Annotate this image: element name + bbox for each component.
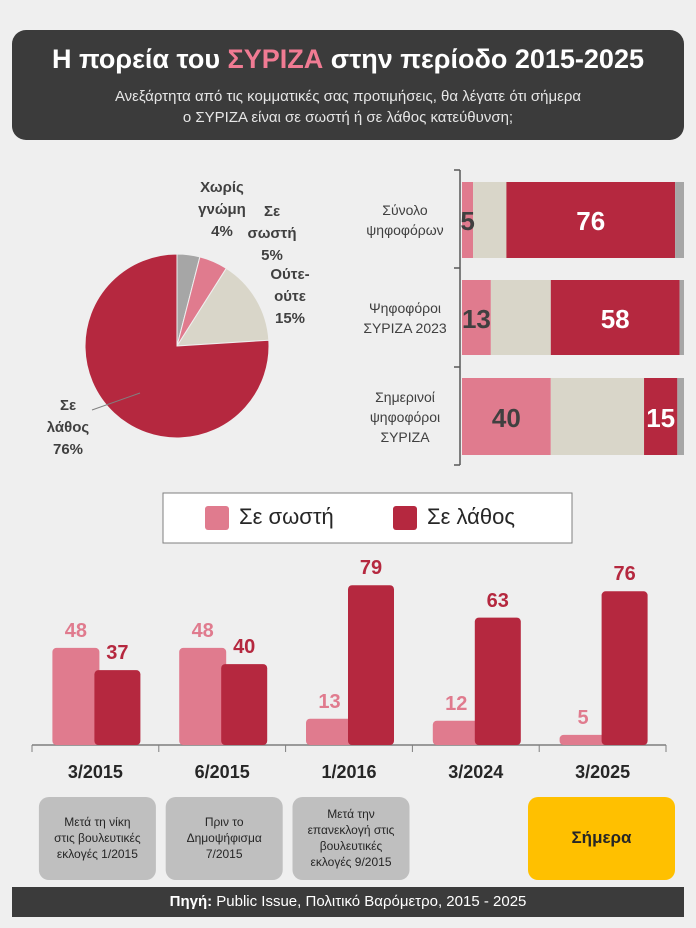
bar: [559, 734, 607, 745]
value-label: 40: [491, 402, 521, 433]
subtitle: Ανεξάρτητα από τις κομματικές σας προτιμ…: [114, 88, 582, 105]
value-label: 40: [233, 636, 256, 659]
value-label: 12: [445, 692, 468, 715]
value-label: 76: [613, 563, 636, 586]
value-label: 76: [576, 206, 606, 236]
bar: [348, 585, 394, 745]
category-label: Σημερινοί ψηφοφόροι ΣΥΡΙΖΑ: [369, 388, 441, 445]
source-label: Πηγή:: [169, 893, 213, 910]
legend-swatch: [205, 506, 229, 530]
note-box: [528, 797, 675, 880]
bar-segment: [473, 182, 507, 258]
title-part: Η πορεία του: [52, 44, 228, 74]
note-box: [165, 797, 283, 880]
bar-segment: [462, 378, 551, 455]
bar: [221, 664, 268, 745]
pie-label: Ούτε- ούτε 15%: [240, 264, 340, 330]
note-text: Πριν το Δημοψήφισμα 7/2015: [186, 815, 262, 861]
bar: [601, 591, 648, 745]
legend-label: Σε σωστή: [239, 504, 334, 529]
category-label: 3/2015: [67, 762, 123, 782]
category-label: 6/2015: [194, 762, 250, 782]
leader-line: [91, 392, 141, 411]
note-text: Μετά την επανεκλογή στις βουλευτικές εκλ…: [307, 807, 395, 869]
bar: [179, 647, 227, 745]
bar: [52, 647, 100, 745]
value-label: 37: [106, 642, 129, 665]
bar-segment: [550, 378, 645, 455]
note-text: Μετά τη νίκη στις βουλευτικές εκλογές 1/…: [54, 815, 141, 861]
value-label: 48: [191, 619, 214, 642]
pie-value: 76%: [52, 441, 84, 458]
category-label: 1/2016: [321, 762, 377, 782]
bar-segment: [490, 280, 551, 355]
note-box: [292, 797, 410, 880]
value-label: 48: [64, 619, 88, 642]
value-label: 5: [460, 206, 475, 236]
pie-value: 15%: [274, 310, 306, 327]
bar-segment: [550, 280, 680, 355]
value-label: 63: [486, 589, 509, 612]
subtitle: ο ΣΥΡΙΖΑ είναι σε σωστή ή σε λάθος κατεύ…: [182, 109, 514, 126]
pie-category: Χωρίς γνώμη: [198, 179, 246, 218]
pie-slice: [176, 267, 270, 347]
bar-segment: [462, 182, 474, 258]
pie-value: 5%: [261, 247, 283, 264]
value-label: 13: [318, 690, 341, 713]
category-label: 3/2024: [448, 762, 504, 782]
note-box: [38, 797, 156, 880]
bar: [306, 718, 353, 745]
category-label: Ψηφοφόροι ΣΥΡΙΖΑ 2023: [363, 299, 447, 336]
footer: Πηγή: Public Issue, Πολιτικό Βαρόμετρο, …: [12, 887, 684, 917]
value-label: 5: [577, 706, 589, 729]
bar-segment: [644, 378, 678, 455]
pie-label: Σε σωστή 5%: [222, 201, 322, 267]
title-highlight: ΣΥΡΙΖΑ: [227, 44, 324, 74]
bar-segment: [677, 378, 684, 455]
legend-box: [162, 492, 573, 544]
bar-segment: [462, 280, 491, 355]
title-part: στην περίοδο 2015-2025: [323, 44, 644, 74]
value-label: 58: [600, 303, 630, 334]
pie-category: Ούτε- ούτε: [270, 266, 310, 305]
header: Η πορεία του ΣΥΡΙΖΑ στην περίοδο 2015-20…: [12, 30, 684, 140]
category-label: 3/2025: [575, 762, 631, 782]
title: Η πορεία του ΣΥΡΙΖΑ στην περίοδο 2015-20…: [12, 44, 684, 75]
pie-category: Σε σωστή: [247, 203, 297, 242]
legend-swatch: [393, 506, 417, 530]
bar: [432, 720, 480, 745]
bar: [94, 670, 141, 745]
value-label: 15: [646, 402, 676, 433]
source-text: Public Issue, Πολιτικό Βαρόμετρο, 2015 -…: [212, 893, 527, 910]
bar-segment: [675, 182, 684, 258]
category-label: Σύνολο ψηφοφόρων: [366, 202, 444, 238]
pie-label: Σε λάθος 76%: [18, 395, 118, 461]
bar-segment: [506, 182, 676, 258]
bar-segment: [679, 280, 684, 355]
note-text: Σήμερα: [571, 828, 632, 847]
pie-category: Σε λάθος: [46, 397, 90, 436]
pie-slice: [84, 253, 270, 439]
pie-label: Χωρίς γνώμη 4%: [172, 177, 272, 243]
pie-value: 4%: [211, 223, 233, 240]
value-label: 13: [461, 303, 491, 334]
legend-label: Σε λάθος: [427, 504, 515, 529]
bar: [474, 617, 521, 745]
value-label: 79: [359, 557, 383, 580]
